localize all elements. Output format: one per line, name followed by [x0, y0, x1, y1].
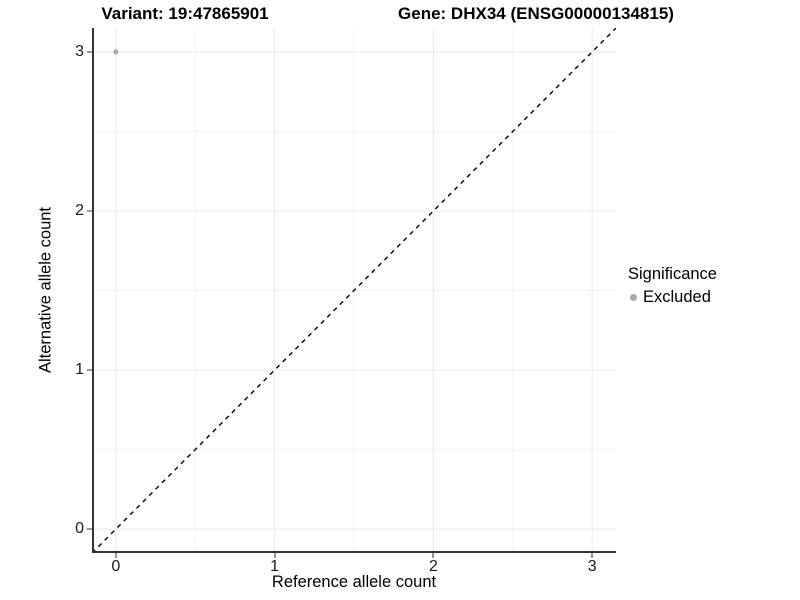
y-tick-label-2: 2 [75, 201, 84, 219]
legend-title: Significance [628, 265, 717, 283]
y-tick-label-1: 1 [75, 361, 84, 379]
y-tick-label-0: 0 [75, 520, 84, 538]
legend-point-icon [630, 294, 637, 301]
x-tick-label-0: 0 [111, 558, 121, 575]
x-tick-mark-1 [274, 553, 276, 558]
x-tick-label-3: 3 [587, 558, 597, 575]
y-tick-mark-3 [87, 51, 92, 53]
legend-item-excluded: Excluded [628, 288, 717, 307]
x-tick-mark-3 [591, 553, 593, 558]
legend: Significance Excluded [628, 265, 717, 307]
y-tick-mark-1 [87, 369, 92, 371]
x-tick-label-1: 1 [270, 558, 280, 575]
data-point-excluded [113, 49, 119, 55]
plot-panel [92, 28, 616, 553]
legend-item-label: Excluded [643, 288, 711, 306]
identity-reference-line [92, 28, 616, 553]
x-tick-label-2: 2 [428, 558, 438, 575]
y-tick-mark-2 [87, 210, 92, 212]
y-axis-title: Alternative allele count [36, 206, 55, 374]
plot-title-variant: Variant: 19:47865901 [101, 4, 269, 23]
x-axis-title: Reference allele count [271, 573, 437, 591]
x-tick-mark-0 [115, 553, 117, 558]
plot-title-gene: Gene: DHX34 (ENSG00000134815) [398, 4, 674, 23]
y-tick-label-3: 3 [75, 42, 84, 60]
plot-canvas [92, 28, 616, 553]
x-tick-mark-2 [432, 553, 434, 558]
y-tick-mark-0 [87, 528, 92, 530]
